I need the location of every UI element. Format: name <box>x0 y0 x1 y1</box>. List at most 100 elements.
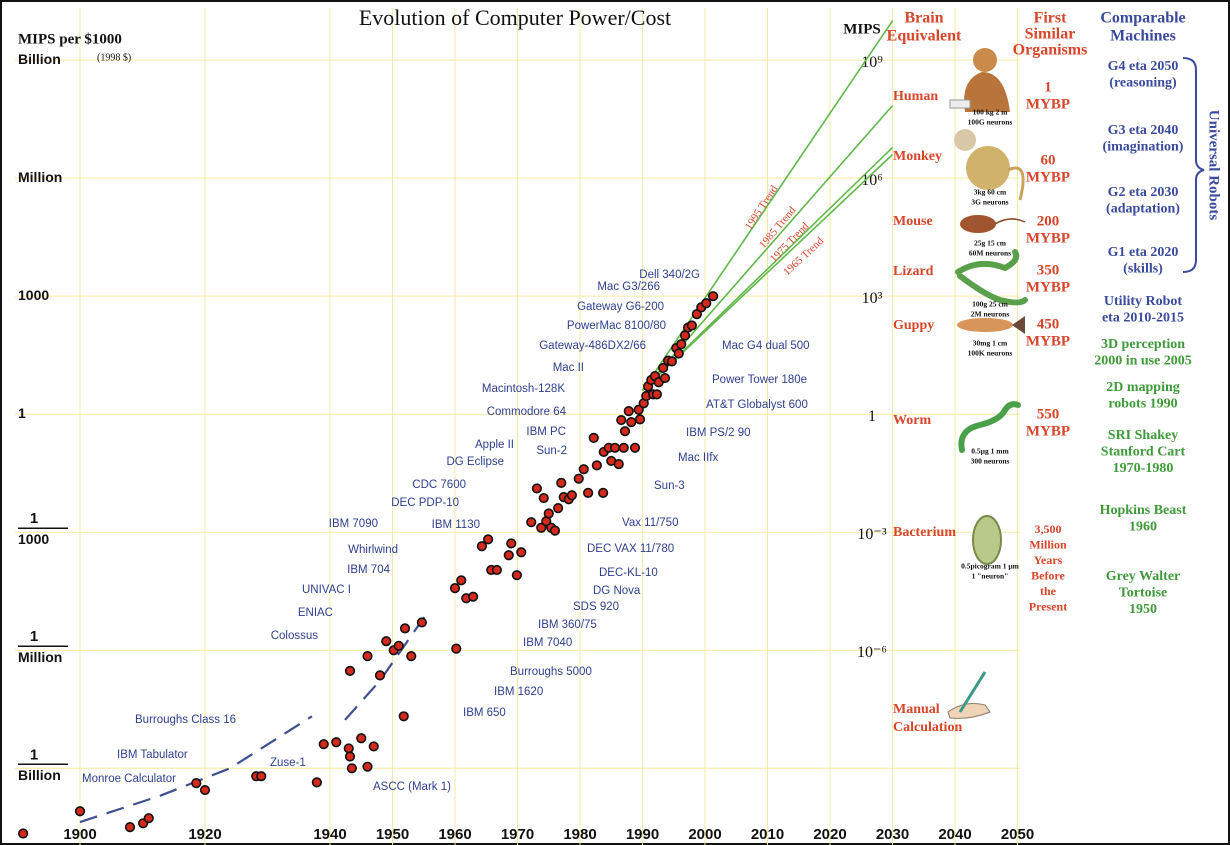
header: Organisms <box>1013 42 1088 59</box>
y-tick-label: 1000 <box>18 531 49 547</box>
data-point <box>346 667 355 676</box>
machine-label: Gateway-486DX2/66 <box>539 340 646 352</box>
machine-label: AT&T Globalyst 600 <box>706 399 808 411</box>
header: Similar <box>1025 26 1076 43</box>
data-point <box>579 465 588 474</box>
header: Equivalent <box>887 28 962 45</box>
data-point <box>418 618 427 627</box>
data-point <box>702 299 711 308</box>
data-point <box>452 644 461 653</box>
data-point <box>557 479 566 488</box>
data-point <box>451 584 460 593</box>
machine-class: Grey Walter <box>1106 569 1181 584</box>
machine-label: IBM 1130 <box>432 519 480 531</box>
data-point <box>584 489 593 498</box>
machine-class: G1 eta 2020 <box>1108 245 1179 260</box>
age-label: Before <box>1031 568 1065 582</box>
x-tick-label: 2020 <box>813 826 846 843</box>
brain-label: Monkey <box>893 149 942 164</box>
machine-class: (skills) <box>1123 262 1163 277</box>
header: Machines <box>1110 28 1176 45</box>
y-tick-label: Million <box>18 169 62 185</box>
brain-label: Human <box>893 89 938 104</box>
data-point <box>599 489 608 498</box>
y-tick-label: Million <box>18 649 62 665</box>
data-point <box>348 764 357 773</box>
machine-label: Sun-3 <box>654 480 685 492</box>
data-point <box>332 738 341 747</box>
data-point <box>527 518 536 527</box>
y2-tick-label: 10⁻⁶ <box>857 644 887 661</box>
machine-class: G2 eta 2030 <box>1108 185 1179 200</box>
machine-class: 1960 <box>1129 520 1157 535</box>
header: Brain <box>904 10 943 27</box>
machine-class: eta 2010-2015 <box>1102 311 1184 326</box>
brain-label: Worm <box>893 413 931 428</box>
data-point <box>636 415 645 424</box>
machine-label: IBM 650 <box>463 707 506 719</box>
size-label: 0.5µg 1 mm <box>971 447 1009 456</box>
data-point <box>493 566 502 575</box>
x-tick-label: 1980 <box>563 826 596 843</box>
chart-title: Evolution of Computer Power/Cost <box>359 5 671 30</box>
data-point <box>517 548 526 557</box>
machine-class: SRI Shakey <box>1108 428 1178 443</box>
brain-label: Bacterium <box>893 525 956 540</box>
y-tick-label: Billion <box>18 767 61 783</box>
y-axis-title: MIPS per $1000 <box>18 31 122 47</box>
age-label: 60 <box>1041 152 1056 168</box>
machine-label: ASCC (Mark 1) <box>373 781 451 793</box>
machine-class: Tortoise <box>1119 586 1167 601</box>
machine-label: UNIVAC I <box>302 584 351 596</box>
x-tick-label: 1950 <box>376 826 409 843</box>
machine-label: Vax 11/750 <box>622 517 678 529</box>
data-point <box>76 807 85 816</box>
data-point <box>589 434 598 443</box>
machine-label: IBM 7090 <box>329 518 378 530</box>
y-tick-label: 1 <box>30 628 38 645</box>
y-axis-subtitle: (1998 $) <box>97 52 131 63</box>
machine-label: Monroe Calculator <box>82 773 176 785</box>
machine-label: Mac IIfx <box>678 452 719 464</box>
age-label: MYBP <box>1026 423 1070 439</box>
age-label: MYBP <box>1026 279 1070 295</box>
machine-class: 3D perception <box>1101 337 1185 352</box>
machine-label: Burroughs Class 16 <box>135 714 236 726</box>
y-tick-label: 1 <box>30 746 38 763</box>
machine-label: PowerMac 8100/80 <box>567 320 666 332</box>
size-label: 0.5picogram 1 µm <box>961 562 1020 571</box>
data-point <box>344 744 353 753</box>
data-point <box>554 504 563 513</box>
data-point <box>593 461 602 470</box>
data-point <box>363 762 372 771</box>
x-tick-label: 1970 <box>501 826 534 843</box>
data-point <box>624 407 633 416</box>
age-label: Million <box>1029 537 1067 551</box>
machine-label: IBM PS/2 90 <box>686 427 751 439</box>
machine-label: Commodore 64 <box>487 406 567 418</box>
data-point <box>363 652 372 661</box>
y2-tick-label: 1 <box>868 408 876 425</box>
y-tick-label: 1000 <box>18 287 49 303</box>
data-point <box>617 416 626 425</box>
group-label: Universal Robots <box>1206 110 1222 221</box>
data-point <box>394 641 403 650</box>
data-point <box>709 292 718 301</box>
x-tick-label: 2040 <box>938 826 971 843</box>
data-point <box>401 624 410 633</box>
machine-label: DEC PDP-10 <box>391 497 459 509</box>
machine-label: Mac G4 dual 500 <box>722 340 810 352</box>
machine-label: Gateway G6-200 <box>577 301 664 313</box>
age-label: the <box>1040 584 1057 598</box>
machine-label: Macintosh-128K <box>482 383 565 395</box>
data-point <box>539 494 548 503</box>
y2-tick-label: 10³ <box>862 290 883 307</box>
y-tick-label: 1 <box>30 510 38 527</box>
data-point <box>533 484 542 493</box>
data-point <box>144 814 153 823</box>
age-label: MYBP <box>1026 333 1070 349</box>
machine-label: DG Nova <box>593 585 641 597</box>
size-label: 3kg 60 cm <box>974 188 1007 197</box>
data-point <box>619 444 628 453</box>
data-point <box>504 551 513 560</box>
